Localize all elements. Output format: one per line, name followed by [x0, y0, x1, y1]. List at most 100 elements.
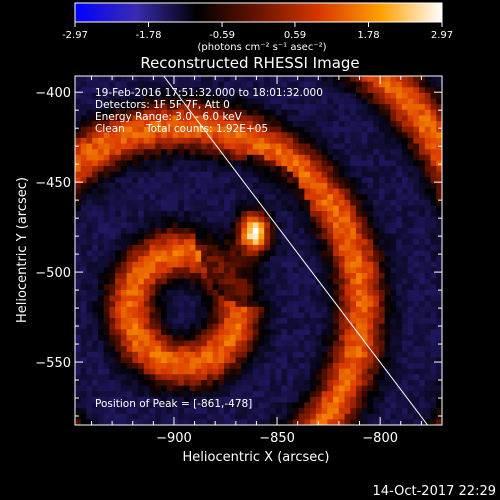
heatmap-cell: [143, 149, 150, 156]
heatmap-cell: [138, 419, 145, 425]
heatmap-cell: [115, 239, 122, 246]
heatmap-cell: [269, 211, 277, 218]
heatmap-cell: [413, 267, 420, 274]
heatmap-cell: [138, 278, 145, 285]
heatmap-cell: [252, 149, 259, 156]
heatmap-cell: [132, 76, 139, 83]
heatmap-cell: [258, 289, 265, 296]
heatmap-cell: [161, 76, 168, 83]
heatmap-cell: [344, 379, 351, 386]
heatmap-cell: [247, 284, 254, 291]
heatmap-cell: [430, 87, 437, 94]
heatmap-cell: [344, 250, 351, 257]
heatmap-cell: [161, 211, 168, 218]
heatmap-cell: [97, 115, 105, 122]
heatmap-cell: [149, 306, 156, 313]
heatmap-cell: [235, 126, 242, 133]
heatmap-cell: [126, 306, 133, 313]
heatmap-cell: [252, 109, 259, 116]
heatmap-cell: [275, 205, 282, 212]
heatmap-cell: [103, 368, 110, 375]
heatmap-cell: [247, 413, 254, 420]
heatmap-cell: [235, 182, 242, 189]
heatmap-cell: [407, 284, 414, 291]
heatmap-cell: [373, 396, 380, 403]
heatmap-cell: [86, 391, 93, 398]
heatmap-cell: [298, 205, 305, 212]
heatmap-cell: [80, 250, 87, 257]
heatmap-cell: [269, 160, 277, 167]
heatmap-cell: [315, 98, 322, 105]
heatmap-cell: [218, 323, 225, 330]
heatmap-cell: [178, 177, 185, 184]
heatmap-cell: [378, 256, 386, 263]
heatmap-cell: [143, 340, 150, 347]
heatmap-cell: [413, 402, 420, 409]
heatmap-cell: [229, 227, 236, 235]
heatmap-cell: [327, 278, 334, 285]
heatmap-cell: [138, 396, 145, 403]
heatmap-cell: [75, 413, 82, 420]
heatmap-cell: [321, 374, 328, 381]
heatmap-cell: [126, 295, 133, 302]
heatmap-cell: [292, 295, 300, 302]
heatmap-cell: [333, 402, 340, 409]
heatmap-cell: [281, 385, 288, 392]
heatmap-cell: [178, 98, 185, 105]
heatmap-cell: [224, 379, 231, 386]
heatmap-cell: [321, 385, 328, 392]
heatmap-cell: [367, 81, 374, 88]
heatmap-cell: [344, 205, 351, 212]
heatmap-cell: [252, 87, 259, 94]
heatmap-cell: [189, 149, 196, 156]
heatmap-cell: [172, 222, 179, 229]
heatmap-cell: [281, 160, 288, 167]
heatmap-cell: [292, 92, 300, 99]
heatmap-cell: [419, 374, 426, 381]
heatmap-cell: [436, 227, 442, 235]
heatmap-cell: [252, 312, 259, 319]
heatmap-cell: [86, 121, 93, 128]
heatmap-cell: [218, 295, 225, 302]
heatmap-cell: [390, 205, 397, 212]
heatmap-cell: [126, 211, 133, 218]
heatmap-cell: [183, 98, 191, 105]
heatmap-cell: [287, 374, 294, 381]
heatmap-cell: [241, 312, 248, 319]
heatmap-cell: [195, 368, 202, 375]
heatmap-cell: [321, 199, 328, 206]
heatmap-cell: [413, 312, 420, 319]
heatmap-cell: [333, 92, 340, 99]
heatmap-cell: [229, 98, 236, 105]
heatmap-cell: [218, 81, 225, 88]
heatmap-cell: [183, 121, 191, 128]
heatmap-cell: [138, 98, 145, 105]
heatmap-cell: [252, 334, 259, 341]
heatmap-cell: [155, 379, 162, 386]
heatmap-cell: [396, 402, 403, 409]
heatmap-cell: [143, 76, 150, 83]
heatmap-cell: [235, 87, 242, 94]
heatmap-cell: [115, 273, 122, 280]
heatmap-cell: [109, 340, 116, 347]
heatmap-cell: [103, 363, 110, 370]
heatmap-cell: [419, 250, 426, 257]
heatmap-cell: [120, 126, 128, 133]
heatmap-cell: [224, 267, 231, 274]
heatmap-cell: [212, 267, 219, 274]
heatmap-cell: [350, 244, 357, 251]
heatmap-cell: [350, 301, 357, 308]
heatmap-cell: [103, 115, 110, 122]
heatmap-cell: [115, 278, 122, 285]
heatmap-cell: [373, 211, 380, 218]
heatmap-cell: [115, 368, 122, 375]
heatmap-cell: [390, 177, 397, 184]
heatmap-cell: [321, 222, 328, 229]
heatmap-cell: [120, 340, 128, 347]
heatmap-cell: [103, 284, 110, 291]
heatmap-cell: [333, 391, 340, 398]
heatmap-cell: [109, 413, 116, 420]
heatmap-cell: [373, 92, 380, 99]
heatmap-cell: [344, 374, 351, 381]
heatmap-cell: [264, 154, 271, 161]
